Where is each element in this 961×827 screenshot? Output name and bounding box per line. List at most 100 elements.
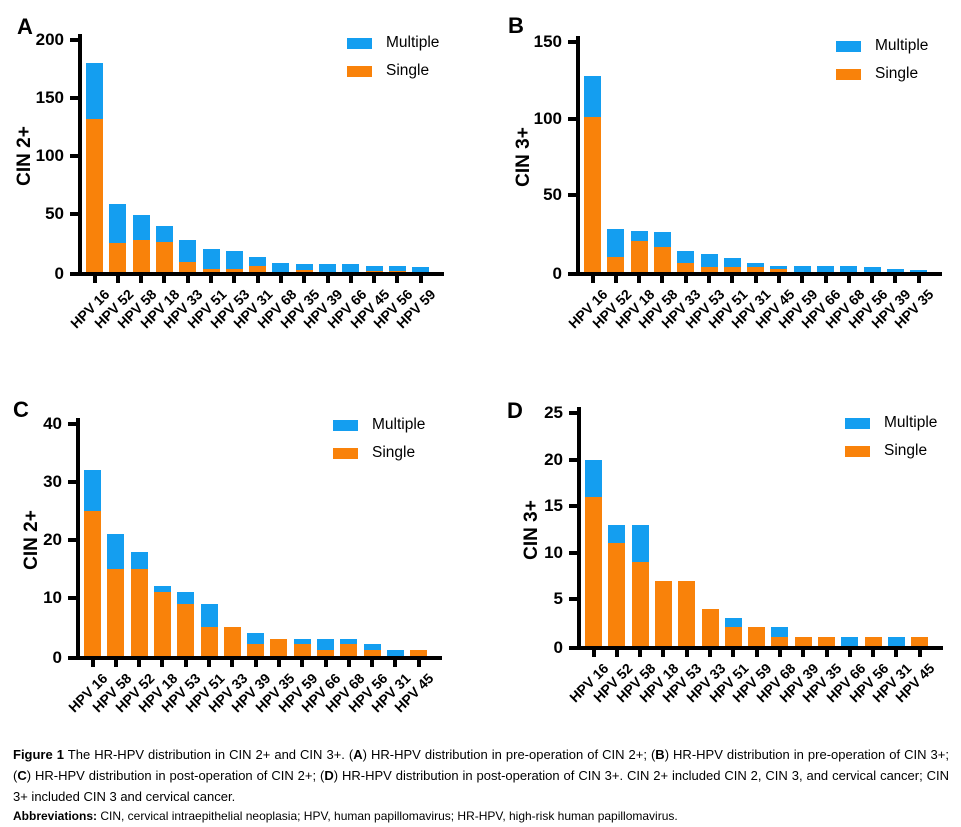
- y-tick-label: 150: [35, 88, 64, 107]
- x-tick: [137, 660, 142, 667]
- bar-segment-multiple: [200, 603, 218, 627]
- y-tick-label: 100: [35, 146, 64, 165]
- bar-hpv-18: [654, 580, 672, 646]
- x-tick: [894, 650, 899, 657]
- bar-hpv-58: [631, 524, 649, 646]
- y-tick: [568, 117, 576, 121]
- y-tick-label: 40: [43, 414, 62, 433]
- bar-segment-multiple: [317, 638, 334, 651]
- y-tick-label: 20: [43, 530, 62, 549]
- bar-segment-single: [86, 118, 103, 272]
- bar-segment-multiple: [342, 263, 360, 272]
- x-tick: [300, 660, 305, 667]
- bar-segment-single: [223, 627, 241, 656]
- bar-hpv-53: [177, 592, 195, 656]
- y-tick: [70, 154, 78, 158]
- caption-segment: D: [324, 768, 334, 783]
- bar-segment-multiple: [319, 263, 336, 272]
- y-tick: [568, 40, 576, 44]
- x-tick: [638, 650, 643, 657]
- bar-segment-single: [295, 269, 313, 272]
- bar-hpv-59: [793, 265, 811, 272]
- bar-hpv-51: [723, 258, 741, 272]
- bar-segment-multiple: [700, 253, 718, 268]
- bar-hpv-35: [910, 270, 928, 272]
- x-axis-line: [76, 656, 442, 660]
- legend-label-single: Single: [386, 62, 430, 79]
- bar-segment-single: [678, 580, 696, 646]
- x-tick: [917, 650, 922, 657]
- bar-segment-single: [747, 267, 765, 272]
- bar-hpv-59: [748, 627, 766, 646]
- bar-hpv-39: [794, 636, 812, 646]
- bar-segment-single: [249, 266, 267, 272]
- x-tick: [847, 650, 852, 657]
- x-tick: [276, 660, 281, 667]
- bar-segment-single: [363, 650, 381, 656]
- bar-segment-single: [84, 510, 101, 656]
- bar-hpv-51: [200, 603, 218, 656]
- y-tick: [568, 272, 576, 276]
- y-tick: [569, 411, 577, 415]
- bar-hpv-18: [153, 586, 171, 656]
- x-tick: [893, 276, 898, 283]
- bar-segment-single: [109, 242, 127, 272]
- bar-segment-multiple: [388, 266, 406, 271]
- legend-label-multiple: Multiple: [372, 416, 426, 433]
- y-tick-label: 0: [52, 648, 62, 667]
- y-tick: [70, 38, 78, 42]
- bar-segment-single: [388, 270, 406, 272]
- bar-segment-multiple: [910, 270, 928, 272]
- panel-c: C 0 10 20 30 40 CIN 2+ HPV 16 HPV 58 HPV 52 HPV 18…: [0, 380, 480, 742]
- legend-label-single: Single: [884, 442, 928, 459]
- y-tick: [68, 422, 76, 426]
- x-tick: [92, 276, 97, 283]
- y-tick: [70, 96, 78, 100]
- caption-main-text: Figure 1 The HR-HPV distribution in CIN …: [13, 744, 949, 807]
- bar-segment-single: [410, 650, 428, 656]
- y-tick: [569, 597, 577, 601]
- bar-hpv-33: [701, 608, 719, 646]
- x-tick: [183, 660, 188, 667]
- bar-hpv-59: [412, 267, 430, 272]
- x-tick: [372, 276, 377, 283]
- bar-hpv-33: [223, 627, 241, 656]
- bar-segment-multiple: [886, 268, 904, 272]
- y-tick-label: 10: [43, 588, 62, 607]
- y-axis-title: CIN 2+: [14, 126, 35, 186]
- x-tick: [370, 660, 375, 667]
- legend-row-multiple: Multiple: [347, 34, 439, 52]
- x-tick: [302, 276, 307, 283]
- bar-hpv-56: [863, 267, 881, 272]
- bar-segment-multiple: [130, 551, 148, 569]
- x-tick: [776, 276, 781, 283]
- bar-segment-single: [200, 626, 218, 656]
- bar-segment-single: [130, 568, 148, 656]
- bar-hpv-16: [585, 459, 602, 646]
- bar-hpv-31: [887, 636, 905, 646]
- x-tick: [801, 650, 806, 657]
- panel-b: B 0 50 100 150 CIN 3+ HPV 16 HPV 52 HPV 18 HPV 58…: [480, 0, 961, 380]
- panel-letter-c: C: [13, 397, 29, 422]
- bar-segment-multiple: [363, 644, 381, 651]
- bar-hpv-35: [295, 263, 313, 272]
- bar-hpv-66: [817, 265, 834, 272]
- x-tick: [753, 276, 758, 283]
- bar-hpv-68: [272, 262, 290, 272]
- bar-segment-single: [155, 241, 173, 272]
- y-tick: [68, 538, 76, 542]
- y-tick-label: 20: [544, 450, 563, 469]
- bar-segment-single: [270, 638, 288, 656]
- legend-label-single: Single: [875, 65, 919, 82]
- bar-hpv-33: [179, 239, 197, 272]
- bar-segment-multiple: [153, 586, 171, 593]
- bar-segment-single: [911, 636, 929, 646]
- legend-label-multiple: Multiple: [875, 37, 929, 54]
- bar-hpv-56: [363, 644, 381, 656]
- legend-swatch-multiple-icon: [836, 40, 861, 52]
- bar-segment-multiple: [202, 248, 220, 269]
- x-axis-line: [577, 646, 943, 650]
- bar-segment-multiple: [177, 592, 195, 604]
- bar-segment-single: [748, 627, 766, 646]
- y-tick-label: 50: [45, 204, 64, 223]
